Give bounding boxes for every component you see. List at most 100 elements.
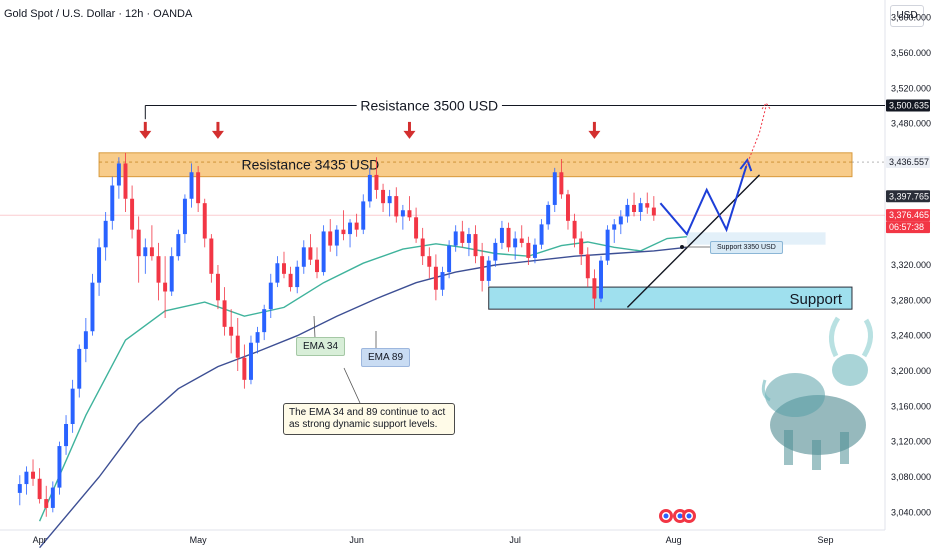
currency-selector[interactable]: USD <box>890 5 924 27</box>
candle-body <box>599 260 603 299</box>
candle-body <box>169 256 174 292</box>
candle-body <box>288 273 293 288</box>
candle-body <box>506 227 511 248</box>
price-tag-label: 3,500.635 <box>889 100 929 110</box>
y-tick-label: 3,520.000 <box>891 83 931 93</box>
candle-body <box>374 174 379 190</box>
x-tick-label: Sep <box>818 535 834 545</box>
down-arrow-head <box>403 130 416 139</box>
candle-body <box>559 172 564 195</box>
candle-body <box>460 231 465 243</box>
candle-body <box>70 388 75 424</box>
note-leader <box>343 367 361 404</box>
price-tag-bg <box>886 209 930 222</box>
candle-body <box>572 220 577 239</box>
ema-note: The EMA 34 and 89 continue to act as str… <box>283 403 455 435</box>
candle-body <box>275 263 280 283</box>
price-tag-bg <box>886 99 930 112</box>
candle-body <box>57 446 62 488</box>
candle-body <box>539 224 544 245</box>
down-arrow-head <box>139 130 152 139</box>
price-tag-label: 3,376.465 <box>889 210 929 220</box>
candle-body <box>103 220 108 248</box>
candle-body <box>605 229 610 261</box>
candle-body <box>440 272 445 290</box>
candle-body <box>625 204 630 217</box>
x-tick-label: Jul <box>509 535 521 545</box>
candle-body <box>566 194 570 221</box>
candle-body <box>156 256 161 283</box>
background-layer <box>0 0 886 531</box>
candle-body <box>262 309 267 333</box>
candle-body <box>308 247 313 260</box>
candle-body <box>334 229 339 246</box>
support-3350-dot <box>680 245 684 249</box>
zones-layer: Resistance 3435 USD Support <box>0 152 885 310</box>
candle-body <box>116 163 121 186</box>
candle-body <box>143 247 148 257</box>
candle-body <box>182 198 187 235</box>
candle-body <box>493 242 498 261</box>
candle-body <box>328 231 333 246</box>
candle-body <box>400 210 405 217</box>
candle-body <box>321 231 326 273</box>
y-tick-label: 3,080.000 <box>891 472 931 482</box>
candle-body <box>196 172 201 204</box>
bull-illustration <box>761 316 873 470</box>
y-tick-label: 3,480.000 <box>891 119 931 129</box>
support-zone <box>488 286 853 310</box>
y-tick-label: 3,240.000 <box>891 331 931 341</box>
down-arrow-head <box>211 130 224 139</box>
price-tag-label: 06:57:38 <box>889 222 924 232</box>
candle-body <box>123 163 128 199</box>
candle-body <box>235 335 240 358</box>
x-axis: Apr May Jun Jul Aug Sep <box>33 535 834 545</box>
candle-body <box>546 204 551 225</box>
x-tick-label: Apr <box>33 535 47 545</box>
candle-body <box>618 216 623 225</box>
y-tick-label: 3,560.000 <box>891 48 931 58</box>
candle-body <box>229 326 234 336</box>
candle-body <box>651 207 656 216</box>
candle-body <box>645 203 650 208</box>
candle-body <box>248 342 253 380</box>
down-arrow-head <box>588 130 601 139</box>
projection-dotted <box>745 105 767 167</box>
y-tick-label: 3,280.000 <box>891 295 931 305</box>
candle-body <box>17 484 22 493</box>
candle-body <box>486 260 491 281</box>
candles-layer <box>17 152 656 517</box>
candle-body <box>427 256 432 267</box>
ema34-leader <box>313 315 316 339</box>
candle-body <box>466 234 471 243</box>
y-tick-label: 3,160.000 <box>891 401 931 411</box>
candle-body <box>50 487 55 508</box>
candle-body <box>64 424 69 447</box>
candle-body <box>354 222 359 230</box>
y-tick-label: 3,600.000 <box>891 13 931 23</box>
candle-body <box>255 332 260 343</box>
chart-title: Gold Spot / U.S. Dollar · 12h · OANDA <box>4 8 193 20</box>
resistance-3500-label: Resistance 3500 USD <box>360 97 498 113</box>
candle-body <box>163 282 168 292</box>
y-tick-label: 3,320.000 <box>891 260 931 270</box>
resistance-3500-label-bg <box>356 96 502 115</box>
candle-body <box>592 278 597 299</box>
candle-body <box>31 471 36 479</box>
event-flags[interactable] <box>659 509 696 523</box>
candle-body <box>447 245 452 273</box>
candle-body <box>215 273 220 301</box>
x-tick-label: Aug <box>666 535 682 545</box>
candle-body <box>381 189 386 204</box>
y-tick-label: 3,120.000 <box>891 437 931 447</box>
price-tag-label: 3,397.765 <box>889 191 929 201</box>
candle-body <box>394 196 399 217</box>
candle-body <box>301 247 306 267</box>
candle-body <box>77 348 82 389</box>
support-label: Support <box>790 291 843 308</box>
candle-body <box>632 204 637 212</box>
candle-body <box>37 478 42 500</box>
ema89-label: EMA 89 <box>361 348 411 367</box>
candle-body <box>420 238 425 257</box>
